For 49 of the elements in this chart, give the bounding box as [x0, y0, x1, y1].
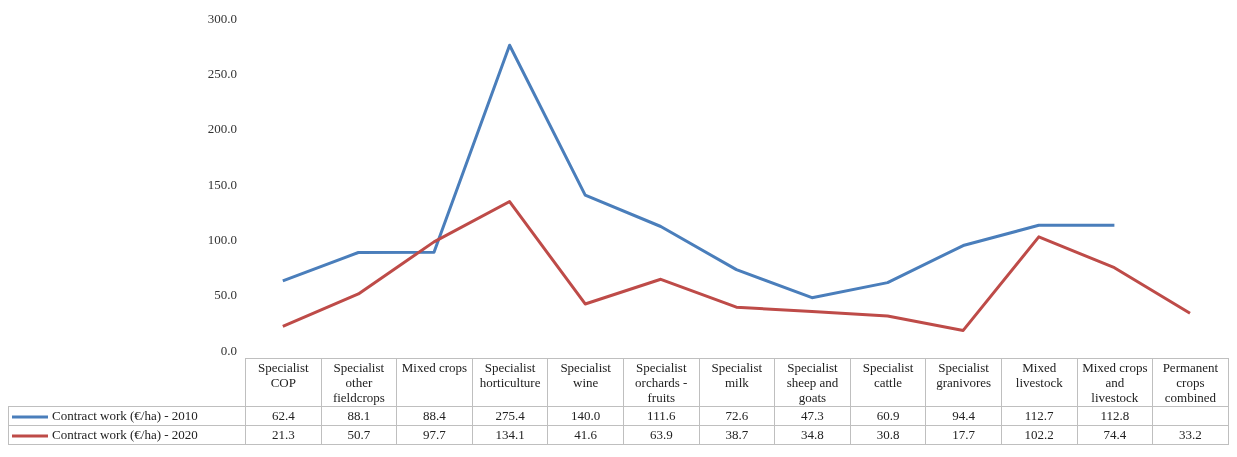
data-label: 38.7 — [699, 425, 775, 445]
line-series — [281, 200, 1192, 332]
x-tick-label: Specialist wine — [547, 358, 624, 407]
x-tick-label: Specialist COP — [245, 358, 322, 407]
x-tick-label: Specialist sheep and goats — [774, 358, 851, 407]
data-label: 102.2 — [1001, 425, 1078, 445]
data-label: 33.2 — [1152, 425, 1229, 445]
data-label: 63.9 — [623, 425, 700, 445]
y-tick-label: 250.0 — [207, 65, 237, 81]
legend-label: Contract work (€/ha) - 2010 — [52, 408, 198, 423]
data-label: 88.4 — [396, 406, 473, 426]
data-label: 47.3 — [774, 406, 851, 426]
data-label: 60.9 — [850, 406, 926, 426]
data-label: 112.8 — [1077, 406, 1153, 426]
y-tick-label: 100.0 — [207, 231, 237, 247]
x-tick-label: Specialist milk — [699, 358, 775, 407]
data-label: 62.4 — [245, 406, 322, 426]
data-label: 275.4 — [472, 406, 548, 426]
data-label: 50.7 — [321, 425, 397, 445]
data-label: 30.8 — [850, 425, 926, 445]
data-label: 88.1 — [321, 406, 397, 426]
x-tick-label: Specialist orchards - fruits — [623, 358, 700, 407]
data-label: 17.7 — [925, 425, 1002, 445]
data-label: 112.7 — [1001, 406, 1078, 426]
y-tick-label: 50.0 — [214, 287, 237, 303]
x-tick-label: Mixed livestock — [1001, 358, 1078, 407]
x-tick-label: Mixed crops — [396, 358, 473, 407]
x-tick-label: Specialist granivores — [925, 358, 1002, 407]
data-label: 41.6 — [547, 425, 624, 445]
y-tick-label: 200.0 — [207, 121, 237, 137]
y-tick-label: 300.0 — [207, 10, 237, 26]
x-tick-label: Specialist cattle — [850, 358, 926, 407]
data-label: 72.6 — [699, 406, 775, 426]
y-tick-label: 0.0 — [220, 342, 237, 358]
data-label: 74.4 — [1077, 425, 1153, 445]
data-label: 140.0 — [547, 406, 624, 426]
data-label: 21.3 — [245, 425, 322, 445]
x-tick-label: Permanent crops combined — [1152, 358, 1229, 407]
data-label: 111.6 — [623, 406, 700, 426]
data-label: 94.4 — [925, 406, 1002, 426]
legend-label: Contract work (€/ha) - 2020 — [52, 427, 198, 442]
data-label: 34.8 — [774, 425, 851, 445]
x-tick-label: Mixed crops and livestock — [1077, 358, 1153, 407]
line-series — [281, 43, 1116, 300]
y-tick-label: 150.0 — [207, 176, 237, 192]
x-tick-label: Specialist other fieldcrops — [321, 358, 397, 407]
x-tick-label: Specialist horticulture — [472, 358, 548, 407]
data-label: 134.1 — [472, 425, 548, 445]
data-label: 97.7 — [396, 425, 473, 445]
